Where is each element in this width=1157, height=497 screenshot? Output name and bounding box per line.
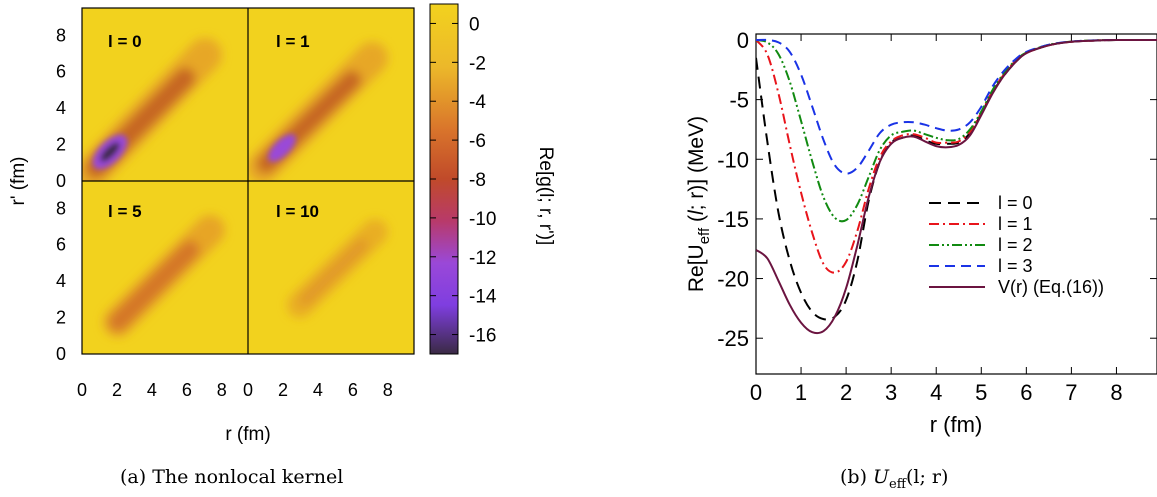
caption-b: (b) Ueff(l; r) [840,466,948,492]
legend-label: l = 3 [998,256,1033,276]
ylabel-prefix: Re[U [685,244,708,292]
colorbar-tick-label: -6 [469,131,486,152]
heatmap-x-tick-label: 6 [182,380,192,400]
caption-b-sub: eff [889,477,906,492]
ueff-x-tick-label: 2 [840,380,852,405]
panel-label-l10: l = 10 [276,202,319,221]
colorbar-tick-label: -2 [469,53,486,74]
ylabel-sub: eff [696,227,713,244]
ueff-ylabel: Re[Ueff (l; r)] (MeV) [685,116,713,292]
heatmap-y-tick-label: 4 [56,98,66,118]
heatmap-xlabel: r (fm) [225,424,270,445]
ueff-x-tick-label: 1 [795,380,807,405]
panel-label-l0: l = 0 [108,32,142,51]
heatmap-y-tick-label: 6 [56,235,66,255]
ueff-y-tick-label: 0 [737,28,749,53]
legend-label: l = 0 [998,193,1033,213]
panel-label-l1: l = 1 [276,32,310,51]
heatmap-y-tick-label: 4 [56,271,66,291]
heatmap-y-tick-label: 8 [56,25,66,45]
legend-label: V(r) (Eq.(16)) [998,277,1104,297]
heatmap-x-tick-label: 6 [348,380,358,400]
ueff-y-tick-label: -20 [717,267,749,292]
colorbar-tick-label: -8 [469,170,486,191]
heatmap-y-tick-label: 0 [56,344,66,364]
heatmap-x-tick-label: 8 [217,380,227,400]
colorbar-tick-label: -10 [469,209,496,230]
ueff-y-tick-label: -10 [717,147,749,172]
heatmap-x-tick-label: 2 [278,380,288,400]
heatmap-y-tick-label: 6 [56,62,66,82]
ueff-x-tick-label: 5 [975,380,987,405]
ueff-x-tick-label: 3 [885,380,897,405]
colorbar-tick-label: -4 [469,92,486,113]
heatmap-y-tick-label: 8 [56,198,66,218]
heatmap-y-tick-label: 2 [56,135,66,155]
ueff-xlabel: r (fm) [930,412,983,437]
heatmap-y-tick-label: 2 [56,308,66,328]
heatmap-x-tick-label: 2 [112,380,122,400]
ueff-plot: 0 1 2 3 4 5 6 7 8 0 -5 -10 -15 -20 -25 Re[Ueff (l; r)]… [685,28,1157,437]
colorbar-tick-label: -12 [469,248,496,269]
caption-a: (a) The nonlocal kernel [120,466,343,488]
heatmap-y-tick-label: 0 [56,171,66,191]
caption-b-main: U [873,466,889,488]
ueff-x-tick-label: 8 [1110,380,1122,405]
ueff-y-tick-label: -15 [717,207,749,232]
heatmap-ylabel: r' (fm) [8,157,29,206]
heatmap-x-tick-label: 0 [77,380,87,400]
ueff-x-tick-label: 0 [750,380,762,405]
ueff-y-tick-label: -25 [717,326,749,351]
ueff-x-tick-label: 4 [930,380,942,405]
ueff-y-tick-label: -5 [729,88,749,113]
ueff-x-tick-label: 6 [1020,380,1032,405]
caption-b-suffix: (l; r) [906,466,948,488]
ueff-x-tick-label: 7 [1065,380,1077,405]
legend-label: l = 2 [998,235,1033,255]
colorbar-tick-label: -16 [469,326,496,347]
heatmap-x-tick-label: 4 [313,380,323,400]
ylabel-rest: ; r)] (MeV) [685,116,708,211]
heatmap-x-tick-label: 4 [147,380,157,400]
heatmap-x-tick-label: 0 [243,380,253,400]
legend-label: l = 1 [998,214,1033,234]
panel-label-l5: l = 5 [108,202,142,221]
heatmap-x-tick-label: 8 [383,380,393,400]
colorbar: 0 -2 -4 -6 -8 -10 -12 -14 -16 Re[g(l; r, r')] [430,4,556,354]
ylabel-args: ( [685,215,708,228]
colorbar-tick-label: -14 [469,287,497,308]
colorbar-label: Re[g(l; r, r')] [535,147,556,246]
heatmap-y-ticks: 0 2 4 6 8 0 2 4 6 8 [56,25,66,364]
colorbar-tick-label: 0 [469,14,480,35]
caption-b-prefix: (b) [840,466,873,488]
